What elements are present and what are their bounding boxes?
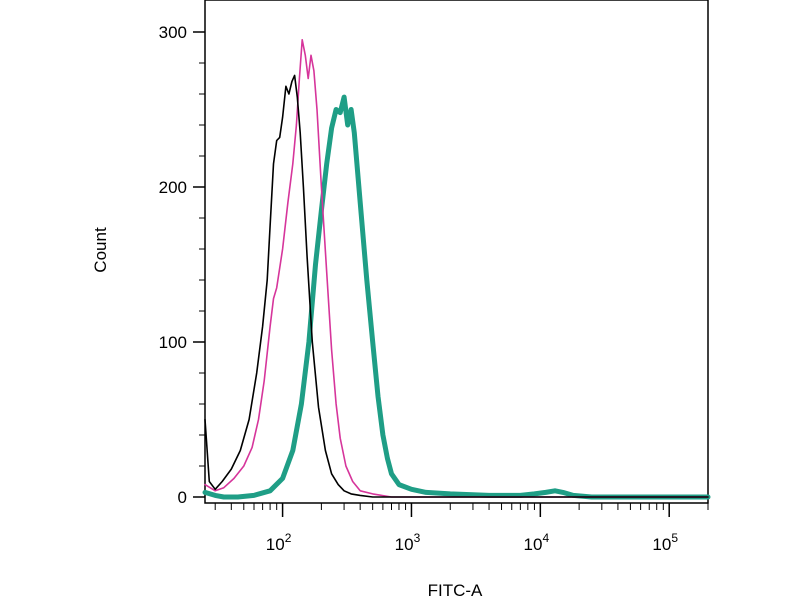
series-group [202,38,711,500]
y-tick-label: 0 [178,488,187,507]
series-line-1 [204,74,709,498]
x-tick-exponent: 2 [285,531,292,545]
y-tick-label: 200 [159,178,187,197]
x-tick-base: 10 [266,535,285,554]
x-tick-label: 103 [395,531,421,554]
x-tick-base: 10 [395,535,414,554]
x-tick-label: 104 [524,531,550,554]
series-line-3 [202,94,711,500]
x-tick-exponent: 5 [671,531,678,545]
y-axis: 0 100 200 300 [159,23,205,507]
x-tick-label: 105 [652,531,678,554]
x-tick-exponent: 4 [542,531,549,545]
y-tick-label: 300 [159,23,187,42]
series-line-2 [204,38,709,498]
plot-frame [204,0,709,504]
y-axis-title: Count [91,227,110,273]
x-tick-base: 10 [524,535,543,554]
x-tick-base: 10 [652,535,671,554]
x-tick-label: 102 [266,531,292,554]
x-axis: 102 103 104 105 [214,503,709,554]
x-tick-exponent: 3 [414,531,421,545]
x-axis-title: FITC-A [428,581,483,600]
y-tick-label: 100 [159,333,187,352]
